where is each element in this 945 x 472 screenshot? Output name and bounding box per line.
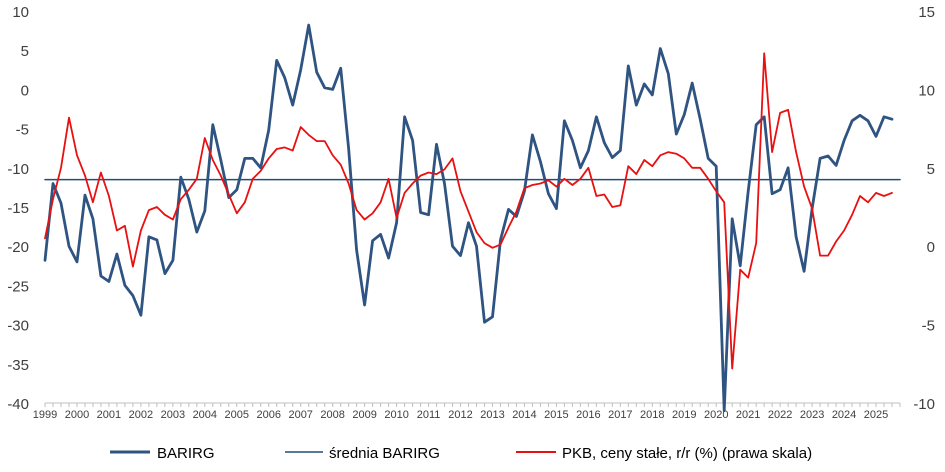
y-right-tick-label: -10 [913, 396, 935, 413]
x-tick-label: 2020 [704, 409, 728, 421]
y-right-tick-label: 5 [927, 161, 935, 178]
x-tick-label: 2006 [256, 409, 280, 421]
x-tick-label: 2001 [97, 409, 121, 421]
x-tick-label: 2015 [544, 409, 568, 421]
x-tick-label: 2014 [512, 409, 536, 421]
series-line-barirg [43, 23, 894, 413]
y-left-tick-label: -20 [7, 239, 29, 256]
series-line-pkb [44, 52, 893, 370]
legend-item-srednia-barirg: średnia BARIRG [285, 445, 440, 462]
y-axis-left: 10 5 0 -5 -10 -15 -20 -25 -30 -35 -40 [7, 4, 29, 413]
x-tick-label: 2021 [736, 409, 760, 421]
y-left-tick-label: -10 [7, 161, 29, 178]
x-tick-label: 2019 [672, 409, 696, 421]
legend-label-srednia-barirg: średnia BARIRG [329, 445, 440, 462]
x-tick-label: 2010 [384, 409, 408, 421]
y-left-tick-label: 5 [21, 43, 29, 60]
x-tick-label: 2007 [288, 409, 312, 421]
y-right-tick-label: -5 [922, 318, 935, 335]
plot-area [43, 23, 901, 413]
y-right-tick-label: 10 [918, 82, 935, 99]
y-left-tick-label: -25 [7, 278, 29, 295]
x-axis: 1999 2000 2001 2002 2003 2004 2005 2006 2007 2008… [33, 403, 901, 421]
y-left-tick-label: -35 [7, 357, 29, 374]
legend-item-barirg: BARIRG [110, 445, 215, 462]
x-tick-label: 2004 [193, 409, 217, 421]
x-tick-label: 2013 [480, 409, 504, 421]
y-left-tick-label: -30 [7, 318, 29, 335]
x-tick-label: 2024 [832, 409, 856, 421]
y-left-tick-label: 0 [21, 82, 29, 99]
x-tick-label: 2005 [225, 409, 249, 421]
y-right-tick-label: 0 [927, 239, 935, 256]
legend-item-pkb: PKB, ceny stałe, r/r (%) (prawa skala) [516, 445, 812, 462]
legend: BARIRG średnia BARIRG PKB, ceny stałe, r… [110, 445, 812, 462]
y-left-tick-label: -40 [7, 396, 29, 413]
x-tick-label: 2017 [608, 409, 632, 421]
x-tick-label: 2023 [800, 409, 824, 421]
legend-label-barirg: BARIRG [157, 445, 215, 462]
x-tick-label: 2016 [576, 409, 600, 421]
y-axis-right: 15 10 5 0 -5 -10 [913, 4, 935, 413]
y-left-tick-label: -5 [16, 122, 29, 139]
x-tick-label: 2000 [65, 409, 89, 421]
x-tick-label: 2025 [864, 409, 888, 421]
x-tick-label: 2022 [768, 409, 792, 421]
y-right-tick-label: 15 [918, 4, 935, 21]
x-tick-label: 2018 [640, 409, 664, 421]
y-left-tick-label: 10 [12, 4, 29, 21]
x-tick-label: 2002 [129, 409, 153, 421]
x-tick-label: 2011 [417, 409, 441, 421]
x-tick-label: 2012 [448, 409, 472, 421]
y-left-tick-label: -15 [7, 200, 29, 217]
x-tick-label: 1999 [33, 409, 57, 421]
x-tick-label: 2008 [320, 409, 344, 421]
x-tick-label: 2009 [352, 409, 376, 421]
x-tick-label: 2003 [161, 409, 185, 421]
legend-label-pkb: PKB, ceny stałe, r/r (%) (prawa skala) [562, 445, 812, 462]
